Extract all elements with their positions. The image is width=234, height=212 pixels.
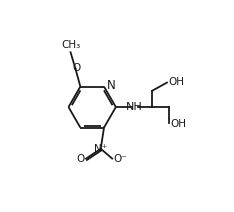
Text: O: O (72, 63, 80, 73)
Text: NH: NH (126, 102, 143, 112)
Text: N: N (107, 79, 116, 92)
Text: CH₃: CH₃ (61, 40, 80, 50)
Text: O⁻: O⁻ (114, 154, 128, 164)
Text: N⁺: N⁺ (94, 144, 107, 154)
Text: OH: OH (170, 119, 186, 129)
Text: OH: OH (168, 77, 185, 87)
Text: O: O (76, 154, 84, 164)
